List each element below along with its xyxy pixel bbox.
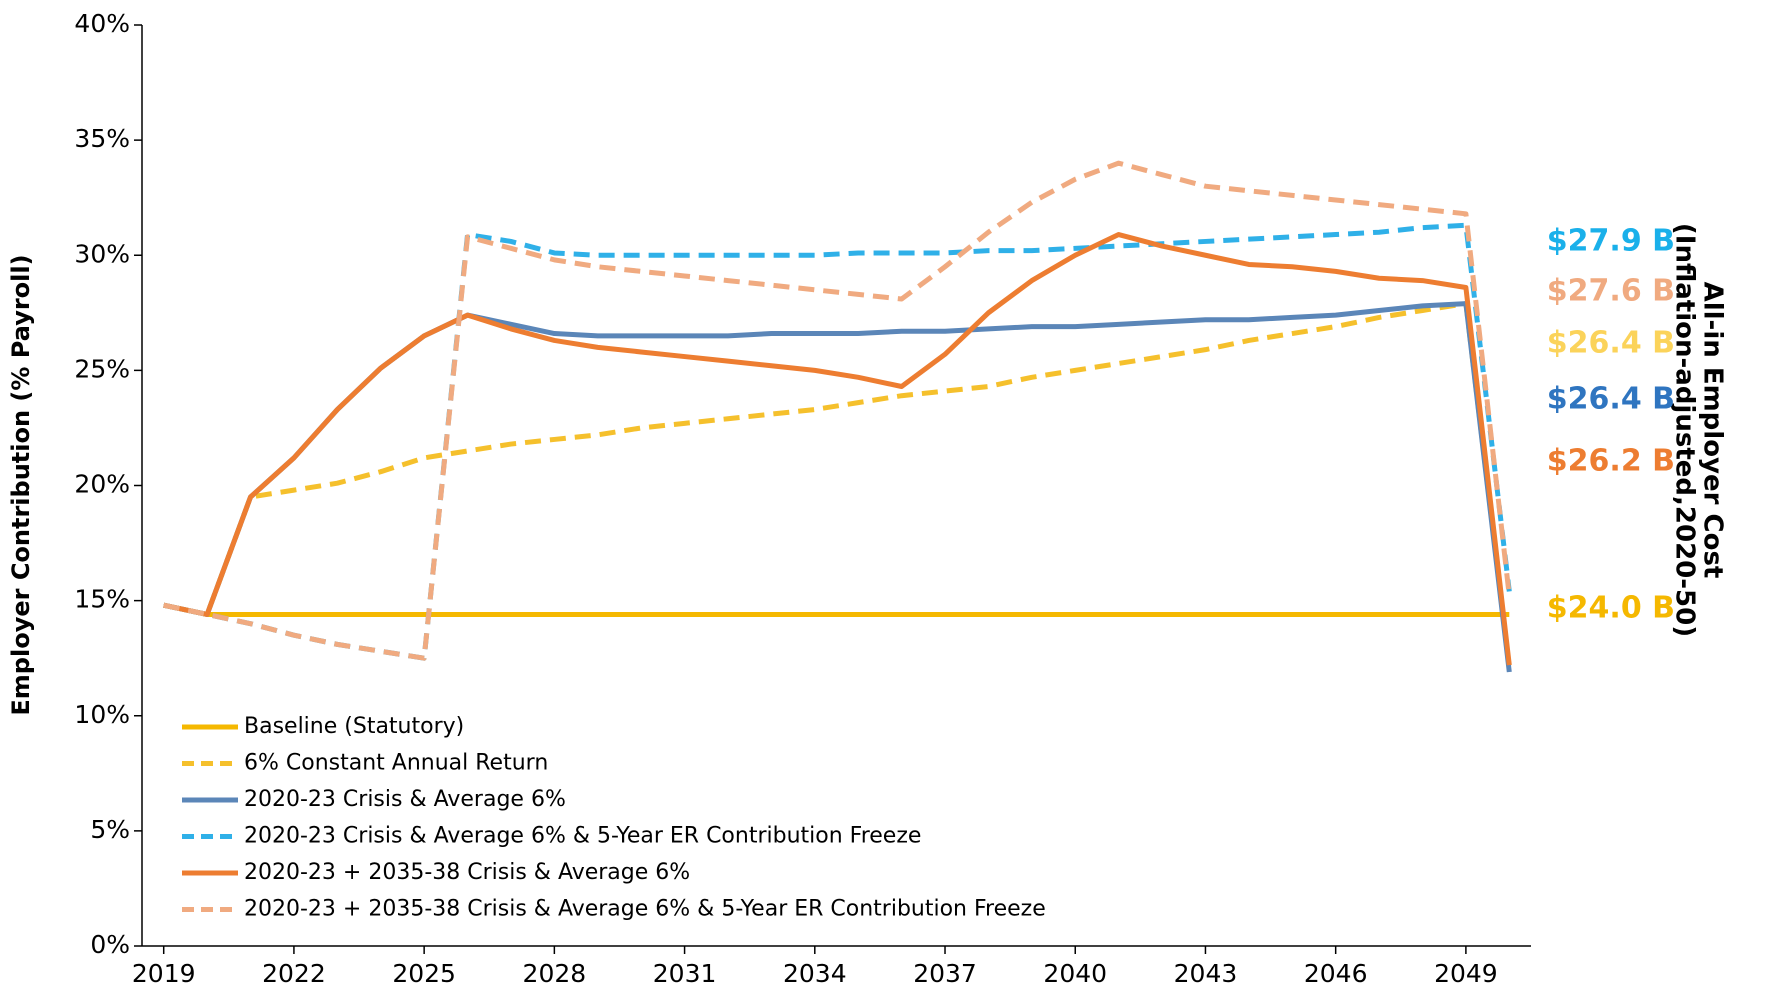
legend-label: 2020-23 + 2035-38 Crisis & Average 6% & … — [244, 897, 1046, 922]
x-tick-label: 2031 — [653, 959, 717, 988]
y-tick-label: 25% — [74, 354, 130, 383]
legend-label: 6% Constant Annual Return — [244, 751, 548, 776]
y-tick-label: 30% — [74, 239, 130, 268]
annotation: $26.4 B — [1547, 326, 1675, 361]
x-tick-label: 2019 — [132, 959, 196, 988]
series-line — [163, 301, 1512, 668]
y-tick-label: 15% — [74, 585, 130, 614]
legend-label: 2020-23 Crisis & Average 6% — [244, 787, 566, 812]
annotation: $27.6 B — [1547, 274, 1675, 309]
series-line — [163, 232, 1512, 666]
y-tick-label: 20% — [74, 470, 130, 499]
legend-label: Baseline (Statutory) — [244, 714, 464, 739]
legend-label: 2020-23 + 2035-38 Crisis & Average 6% — [244, 860, 690, 885]
annotation: $27.9 B — [1547, 224, 1675, 259]
x-tick-label: 2040 — [1043, 959, 1107, 988]
y-tick-label: 10% — [74, 700, 130, 729]
legend-label: 2020-23 Crisis & Average 6% & 5-Year ER … — [244, 824, 921, 849]
x-tick-label: 2037 — [913, 959, 977, 988]
x-tick-label: 2028 — [523, 959, 587, 988]
annotation: $24.0 B — [1547, 591, 1675, 626]
y-tick-label: 0% — [90, 930, 130, 959]
x-tick-label: 2046 — [1304, 959, 1368, 988]
x-tick-label: 2043 — [1174, 959, 1238, 988]
y-tick-label: 35% — [74, 124, 130, 153]
y-tick-label: 5% — [90, 815, 130, 844]
x-tick-label: 2034 — [783, 959, 847, 988]
series-line — [163, 602, 1510, 617]
y-tick-label: 40% — [74, 9, 130, 38]
annotation: $26.2 B — [1547, 444, 1675, 479]
annotation: $26.4 B — [1547, 382, 1675, 417]
x-tick-label: 2025 — [392, 959, 456, 988]
right-title: All-in Employer Cost — [1698, 282, 1728, 579]
y-axis-title: Employer Contribution (% Payroll) — [7, 254, 35, 715]
x-tick-label: 2049 — [1434, 959, 1498, 988]
x-tick-label: 2022 — [262, 959, 326, 988]
series-line — [163, 160, 1512, 661]
right-title: (Inflation-adjusted,2020-50) — [1670, 223, 1700, 637]
